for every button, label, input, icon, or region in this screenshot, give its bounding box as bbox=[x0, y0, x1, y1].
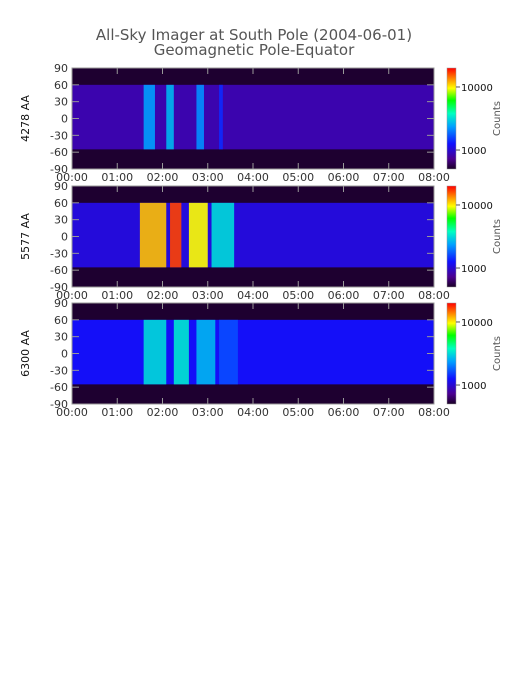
y-tick-label: 30 bbox=[54, 214, 68, 227]
heatmap-burst-1 bbox=[143, 84, 155, 150]
heatmap-burst-3 bbox=[196, 319, 216, 385]
chart-title: All-Sky Imager at South Pole (2004-06-01… bbox=[96, 26, 412, 44]
y-tick-label: 60 bbox=[54, 197, 68, 210]
colorbar-label: Counts bbox=[492, 336, 503, 371]
y-tick-label: 0 bbox=[61, 348, 68, 361]
x-tick-label: 07:00 bbox=[373, 406, 405, 419]
y-tick-label: -30 bbox=[50, 129, 68, 142]
colorbar bbox=[446, 302, 457, 405]
colorbar-tick-label: 10000 bbox=[461, 83, 493, 94]
heatmap-burst-2 bbox=[166, 84, 174, 150]
colorbar-label: Counts bbox=[492, 101, 503, 136]
colorbar-tick-label: 1000 bbox=[461, 381, 486, 392]
heatmap-burst-2 bbox=[173, 319, 189, 385]
x-tick-label: 05:00 bbox=[282, 289, 314, 302]
x-tick-label: 08:00 bbox=[418, 171, 450, 184]
colorbar-tick-label: 10000 bbox=[461, 318, 493, 329]
y-axis-label: 6300 AA bbox=[19, 330, 32, 377]
y-tick-label: -60 bbox=[50, 146, 68, 159]
colorbar-tick-label: 1000 bbox=[461, 146, 486, 157]
heatmap-burst-3 bbox=[188, 202, 208, 268]
x-tick-label: 07:00 bbox=[373, 171, 405, 184]
colorbar-tick-label: 10000 bbox=[461, 201, 493, 212]
x-tick-label: 07:00 bbox=[373, 289, 405, 302]
colorbar bbox=[446, 67, 457, 170]
y-tick-label: -60 bbox=[50, 381, 68, 394]
x-tick-label: 06:00 bbox=[328, 406, 360, 419]
heatmap-burst-4 bbox=[211, 202, 235, 268]
x-tick-label: 01:00 bbox=[101, 171, 133, 184]
y-tick-label: -30 bbox=[50, 364, 68, 377]
x-tick-label: 05:00 bbox=[282, 406, 314, 419]
x-tick-label: 00:00 bbox=[56, 289, 88, 302]
y-tick-label: 30 bbox=[54, 96, 68, 109]
x-tick-label: 03:00 bbox=[192, 289, 224, 302]
heatmap-active-band bbox=[72, 84, 434, 150]
x-tick-label: 02:00 bbox=[147, 406, 179, 419]
x-tick-label: 04:00 bbox=[237, 406, 269, 419]
x-tick-label: 05:00 bbox=[282, 171, 314, 184]
x-tick-label: 02:00 bbox=[147, 171, 179, 184]
y-tick-label: -90 bbox=[50, 281, 68, 294]
heatmap-active-band bbox=[72, 202, 434, 268]
heatmap-burst-4 bbox=[219, 319, 238, 385]
heatmap-burst-4 bbox=[219, 84, 223, 150]
x-tick-label: 00:00 bbox=[56, 171, 88, 184]
x-tick-label: 02:00 bbox=[147, 289, 179, 302]
y-tick-label: 60 bbox=[54, 79, 68, 92]
chart-subtitle: Geomagnetic Pole-Equator bbox=[154, 41, 355, 59]
x-tick-label: 06:00 bbox=[328, 171, 360, 184]
y-tick-label: 0 bbox=[61, 113, 68, 126]
y-tick-label: -90 bbox=[50, 163, 68, 176]
x-tick-label: 08:00 bbox=[418, 406, 450, 419]
x-tick-label: 06:00 bbox=[328, 289, 360, 302]
y-tick-label: -90 bbox=[50, 398, 68, 411]
heatmap-burst-1 bbox=[143, 319, 167, 385]
y-tick-label: 90 bbox=[54, 180, 68, 193]
colorbar bbox=[446, 185, 457, 288]
heatmap-active-band bbox=[72, 319, 434, 385]
y-tick-label: -60 bbox=[50, 264, 68, 277]
x-tick-label: 03:00 bbox=[192, 406, 224, 419]
y-axis-label: 4278 AA bbox=[19, 95, 32, 142]
y-axis-label: 5577 AA bbox=[19, 213, 32, 260]
x-tick-label: 04:00 bbox=[237, 171, 269, 184]
y-tick-label: 90 bbox=[54, 62, 68, 75]
heatmap-burst-2 bbox=[170, 202, 182, 268]
x-tick-label: 04:00 bbox=[237, 289, 269, 302]
x-tick-label: 08:00 bbox=[418, 289, 450, 302]
heatmap-burst-1 bbox=[139, 202, 167, 268]
y-tick-label: 30 bbox=[54, 331, 68, 344]
y-tick-label: -30 bbox=[50, 247, 68, 260]
heatmap-burst-3 bbox=[196, 84, 204, 150]
y-tick-label: 0 bbox=[61, 231, 68, 244]
y-tick-label: 90 bbox=[54, 297, 68, 310]
y-tick-label: 60 bbox=[54, 314, 68, 327]
x-tick-label: 01:00 bbox=[101, 289, 133, 302]
x-tick-label: 01:00 bbox=[101, 406, 133, 419]
colorbar-tick-label: 1000 bbox=[461, 264, 486, 275]
colorbar-label: Counts bbox=[492, 219, 503, 254]
x-tick-label: 00:00 bbox=[56, 406, 88, 419]
x-tick-label: 03:00 bbox=[192, 171, 224, 184]
